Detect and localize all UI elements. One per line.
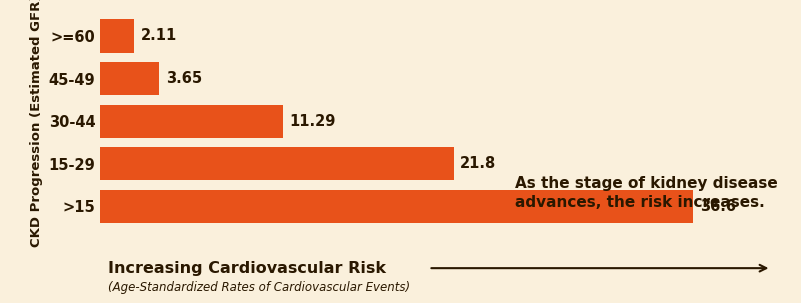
Text: As the stage of kidney disease
advances, the risk increases.: As the stage of kidney disease advances,… [515, 175, 778, 210]
Text: 3.65: 3.65 [166, 71, 202, 86]
Text: 11.29: 11.29 [290, 114, 336, 129]
Text: (Age-Standardized Rates of Cardiovascular Events): (Age-Standardized Rates of Cardiovascula… [108, 281, 410, 294]
Bar [100, 19, 135, 52]
Bar [100, 105, 283, 138]
Text: 21.8: 21.8 [460, 156, 497, 171]
Text: 36.6: 36.6 [700, 199, 736, 214]
Bar [100, 147, 453, 181]
Y-axis label: CKD Progression (Estimated GFR): CKD Progression (Estimated GFR) [30, 0, 43, 248]
Text: 2.11: 2.11 [141, 28, 177, 43]
Bar [100, 190, 694, 223]
Text: Increasing Cardiovascular Risk: Increasing Cardiovascular Risk [108, 261, 386, 276]
Bar [100, 62, 159, 95]
